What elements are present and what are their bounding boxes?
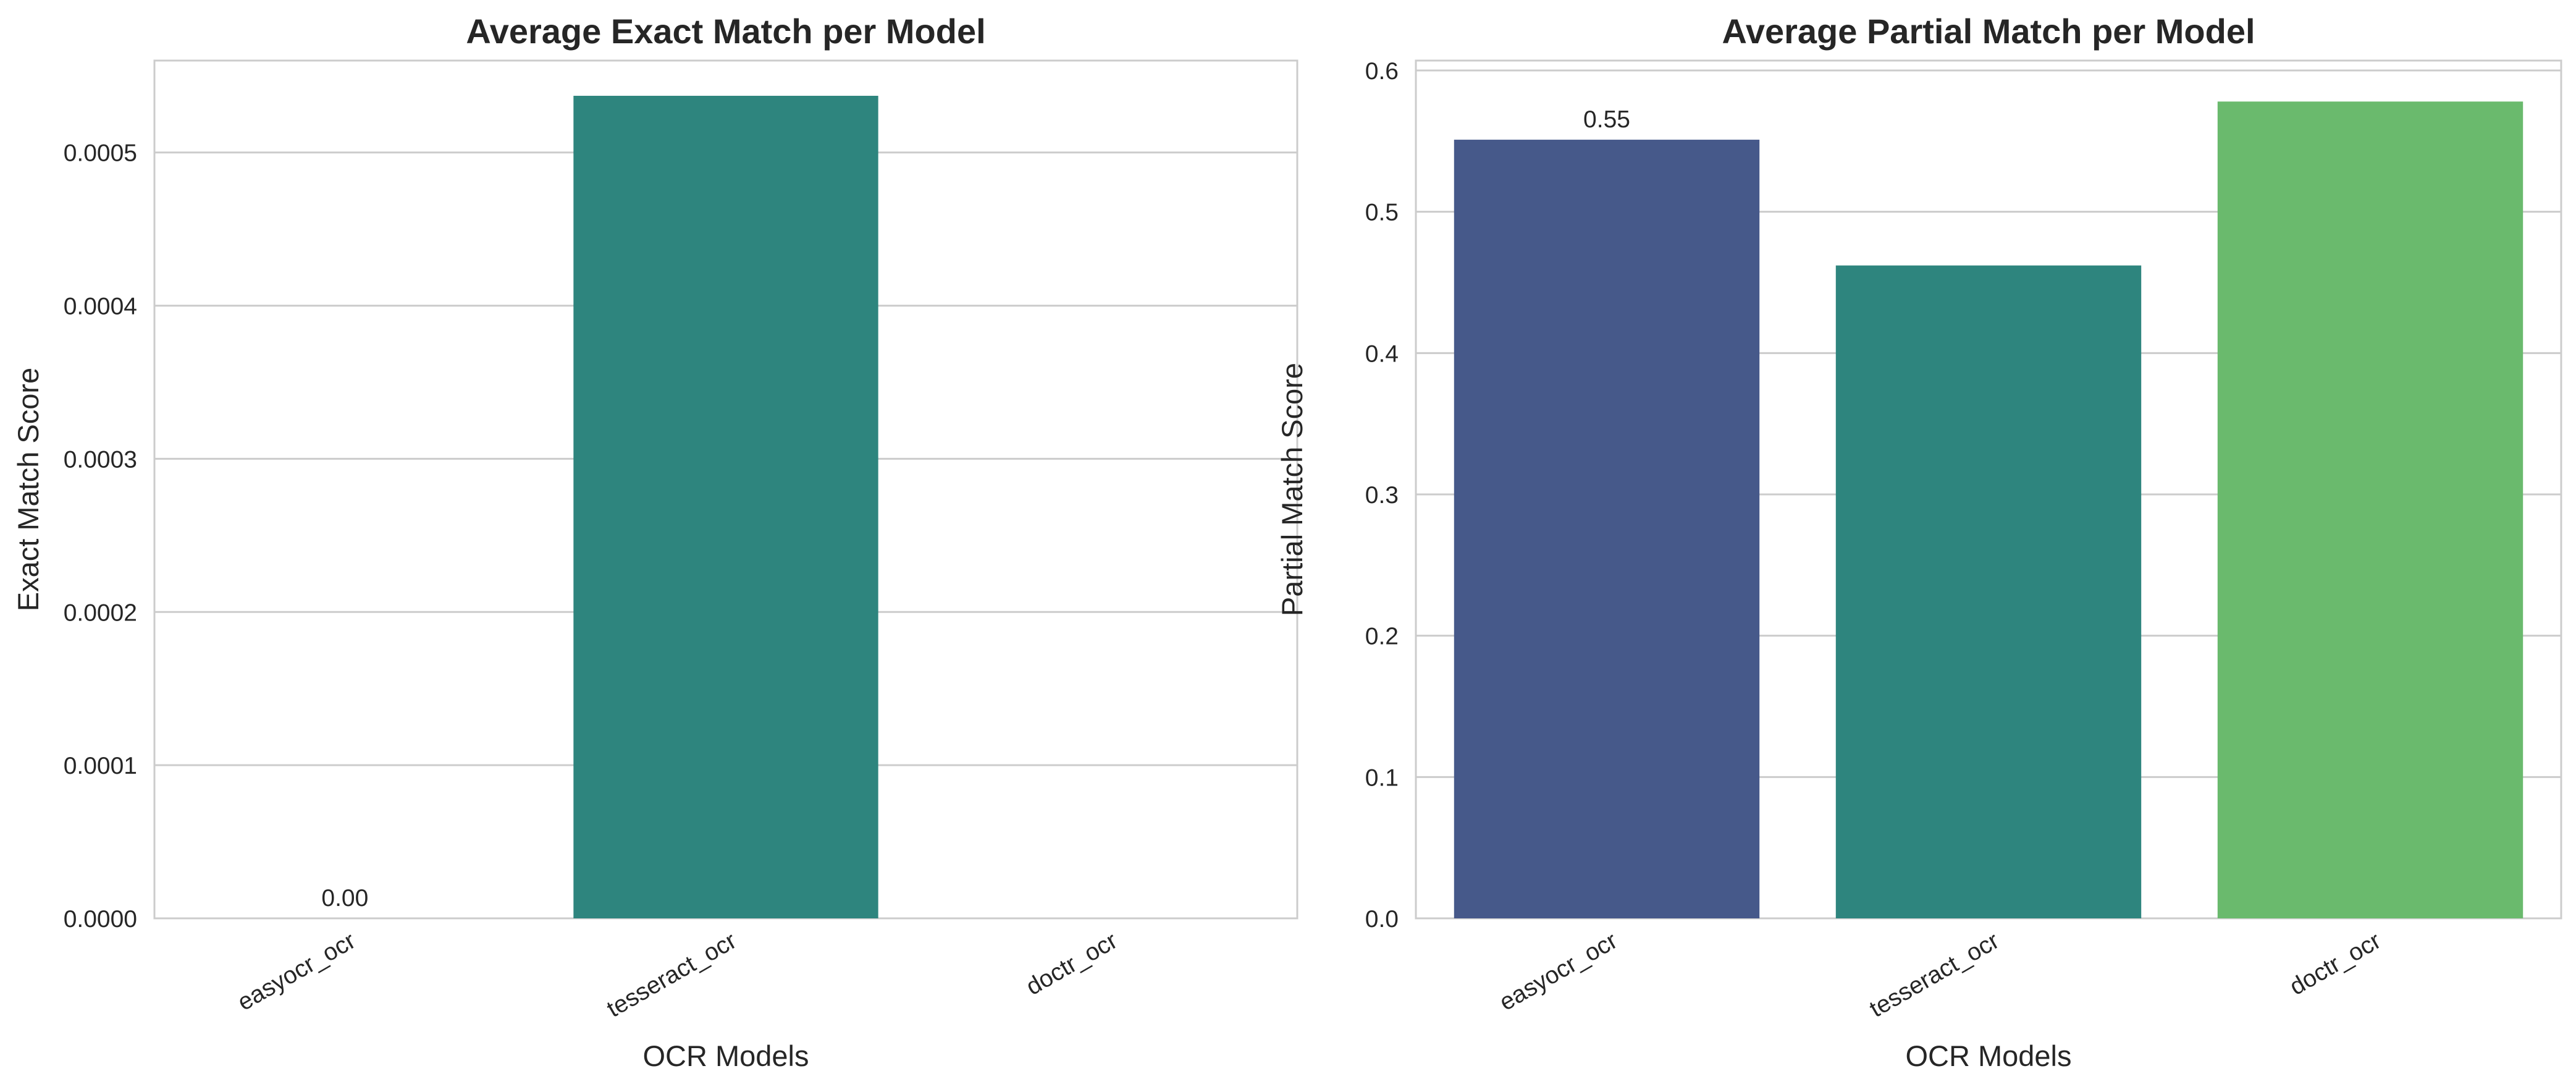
y-tick-label: 0.0 xyxy=(1365,906,1399,933)
x-tick-label: tesseract_ocr xyxy=(602,928,741,1023)
y-tick-label: 0.3 xyxy=(1365,482,1399,509)
y-tick-label: 0.1 xyxy=(1365,764,1399,791)
bar-value-label: 0.00 xyxy=(321,885,368,912)
y-tick-label: 0.5 xyxy=(1365,200,1399,226)
y-tick-label: 0.2 xyxy=(1365,624,1399,650)
bar-value-label: 0.55 xyxy=(1583,106,1630,133)
x-axis-label: OCR Models xyxy=(642,1039,809,1072)
y-tick-label: 0.4 xyxy=(1365,341,1399,367)
x-tick-label: easyocr_ocr xyxy=(233,928,360,1016)
chart-title: Average Partial Match per Model xyxy=(1722,12,2255,51)
bar-labels: 0.55 xyxy=(1583,106,1630,133)
bar-doctr_ocr xyxy=(2217,101,2523,919)
y-tick-label: 0.0005 xyxy=(64,140,137,167)
bar-easyocr_ocr xyxy=(1454,140,1760,918)
exact-match-chart: 0.0000 0.0001 0.0002 0.0003 0.0004 0.0005 eas… xyxy=(12,12,1299,1072)
partial-match-chart: 0.0 0.1 0.2 0.3 0.4 0.5 0.6 easyocr_ocr tessera… xyxy=(1276,12,2562,1072)
y-tick-label: 0.0003 xyxy=(64,446,137,473)
y-tick-label: 0.0002 xyxy=(64,599,137,626)
x-ticks: easyocr_ocr tesseract_ocr doctr_ocr xyxy=(1495,928,2385,1023)
y-tick-label: 0.0004 xyxy=(64,294,137,320)
x-tick-label: tesseract_ocr xyxy=(1865,928,2003,1023)
y-ticks: 0.0000 0.0001 0.0002 0.0003 0.0004 0.0005 xyxy=(64,140,137,933)
y-ticks: 0.0 0.1 0.2 0.3 0.4 0.5 0.6 xyxy=(1365,58,1399,933)
chart-title: Average Exact Match per Model xyxy=(466,12,985,51)
bar-labels: 0.00 xyxy=(321,885,368,912)
bar-tesseract_ocr xyxy=(1835,265,2142,918)
x-tick-label: easyocr_ocr xyxy=(1495,928,1622,1016)
y-tick-label: 0.0001 xyxy=(64,753,137,779)
y-axis-label: Partial Match Score xyxy=(1276,363,1308,616)
x-tick-label: doctr_ocr xyxy=(1022,928,1122,1001)
y-tick-label: 0.6 xyxy=(1365,58,1399,85)
x-tick-label: doctr_ocr xyxy=(2285,928,2385,1001)
bar-tesseract_ocr xyxy=(573,96,878,919)
x-ticks: easyocr_ocr tesseract_ocr doctr_ocr xyxy=(233,928,1122,1023)
x-axis-label: OCR Models xyxy=(1905,1039,2071,1072)
bars xyxy=(1454,101,2523,919)
y-axis-label: Exact Match Score xyxy=(12,368,44,611)
y-tick-label: 0.0000 xyxy=(64,906,137,933)
bars xyxy=(573,96,878,919)
